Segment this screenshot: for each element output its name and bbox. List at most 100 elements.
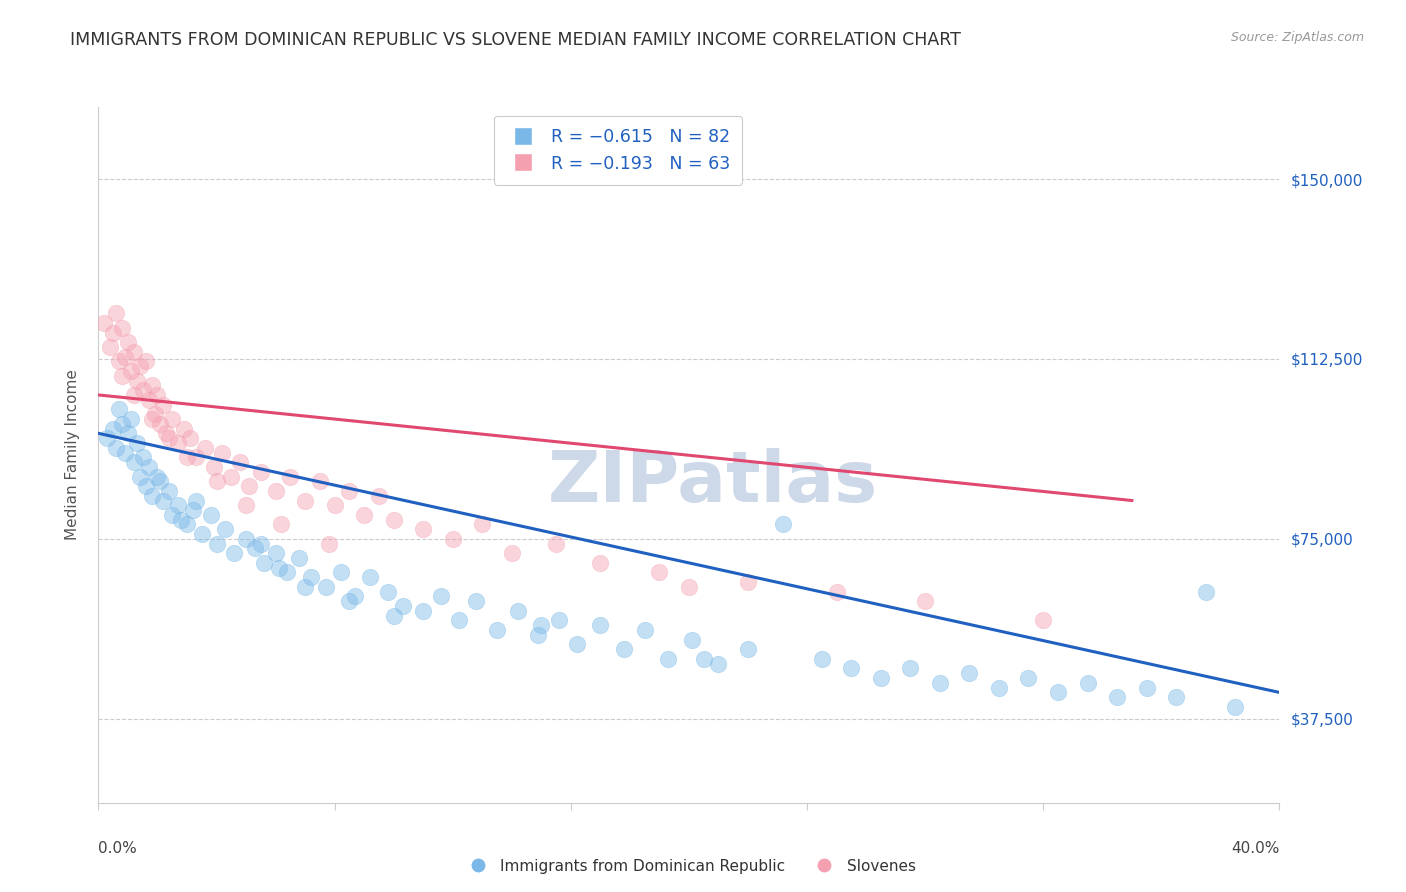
Point bbox=[135, 354, 157, 368]
Point bbox=[167, 498, 190, 512]
Point bbox=[318, 537, 340, 551]
Point bbox=[96, 431, 118, 445]
Point bbox=[184, 450, 207, 465]
Point bbox=[250, 465, 273, 479]
Point bbox=[146, 469, 169, 483]
Legend: Immigrants from Dominican Republic, Slovenes: Immigrants from Dominican Republic, Slov… bbox=[456, 853, 922, 880]
Point bbox=[152, 493, 174, 508]
Point bbox=[546, 537, 568, 551]
Point bbox=[368, 489, 391, 503]
Point bbox=[825, 584, 848, 599]
Point bbox=[810, 652, 832, 666]
Point bbox=[200, 508, 222, 522]
Point bbox=[179, 431, 201, 445]
Point bbox=[589, 556, 612, 570]
Point bbox=[117, 335, 139, 350]
Point bbox=[288, 551, 311, 566]
Point bbox=[117, 426, 139, 441]
Point bbox=[157, 431, 180, 445]
Point bbox=[359, 570, 381, 584]
Point bbox=[108, 402, 131, 417]
Point bbox=[120, 412, 142, 426]
Point bbox=[900, 661, 922, 675]
Point bbox=[176, 517, 198, 532]
Point bbox=[167, 436, 190, 450]
Point bbox=[501, 546, 523, 560]
Point bbox=[648, 566, 671, 580]
Point bbox=[138, 392, 160, 407]
Point bbox=[299, 570, 322, 584]
Text: Source: ZipAtlas.com: Source: ZipAtlas.com bbox=[1230, 31, 1364, 45]
Point bbox=[138, 459, 160, 474]
Point bbox=[737, 575, 759, 590]
Point bbox=[772, 517, 794, 532]
Point bbox=[1105, 690, 1128, 705]
Point bbox=[149, 475, 172, 489]
Point bbox=[1017, 671, 1039, 685]
Point bbox=[125, 436, 148, 450]
Point bbox=[146, 388, 169, 402]
Point bbox=[155, 426, 177, 441]
Point bbox=[250, 537, 273, 551]
Point bbox=[294, 580, 316, 594]
Point bbox=[264, 546, 287, 560]
Point bbox=[430, 590, 453, 604]
Point bbox=[737, 642, 759, 657]
Point bbox=[98, 340, 121, 354]
Text: ZIPatlas: ZIPatlas bbox=[547, 449, 877, 517]
Point bbox=[114, 445, 136, 459]
Point bbox=[914, 594, 936, 608]
Text: 40.0%: 40.0% bbox=[1232, 841, 1279, 856]
Point bbox=[181, 503, 204, 517]
Point bbox=[391, 599, 413, 613]
Point bbox=[329, 566, 352, 580]
Point bbox=[353, 508, 375, 522]
Point bbox=[135, 479, 157, 493]
Point bbox=[693, 652, 716, 666]
Point bbox=[173, 421, 195, 435]
Point bbox=[211, 445, 233, 459]
Point bbox=[1046, 685, 1069, 699]
Point bbox=[412, 522, 434, 536]
Point bbox=[707, 657, 730, 671]
Point bbox=[1195, 584, 1218, 599]
Point bbox=[294, 493, 316, 508]
Point bbox=[108, 354, 131, 368]
Point bbox=[253, 556, 276, 570]
Point bbox=[132, 450, 155, 465]
Point bbox=[412, 604, 434, 618]
Point bbox=[202, 459, 225, 474]
Point bbox=[103, 326, 125, 340]
Point bbox=[309, 475, 332, 489]
Point bbox=[143, 407, 166, 421]
Point bbox=[527, 628, 550, 642]
Point bbox=[465, 594, 488, 608]
Text: IMMIGRANTS FROM DOMINICAN REPUBLIC VS SLOVENE MEDIAN FAMILY INCOME CORRELATION C: IMMIGRANTS FROM DOMINICAN REPUBLIC VS SL… bbox=[70, 31, 962, 49]
Point bbox=[278, 469, 302, 483]
Point bbox=[111, 368, 134, 383]
Point bbox=[270, 517, 292, 532]
Point bbox=[869, 671, 891, 685]
Point bbox=[122, 344, 145, 359]
Point bbox=[678, 580, 700, 594]
Point bbox=[224, 546, 246, 560]
Point bbox=[120, 364, 142, 378]
Point bbox=[486, 623, 509, 637]
Point bbox=[987, 681, 1010, 695]
Point bbox=[657, 652, 679, 666]
Text: 0.0%: 0.0% bbox=[98, 841, 138, 856]
Point bbox=[176, 450, 198, 465]
Point bbox=[959, 666, 981, 681]
Point bbox=[141, 489, 163, 503]
Point bbox=[1032, 614, 1054, 628]
Point bbox=[128, 469, 150, 483]
Y-axis label: Median Family Income: Median Family Income bbox=[65, 369, 80, 541]
Point bbox=[205, 537, 228, 551]
Point bbox=[125, 374, 148, 388]
Point bbox=[128, 359, 150, 373]
Point bbox=[382, 608, 405, 623]
Point bbox=[1135, 681, 1157, 695]
Point bbox=[315, 580, 337, 594]
Point bbox=[194, 441, 217, 455]
Point bbox=[589, 618, 612, 632]
